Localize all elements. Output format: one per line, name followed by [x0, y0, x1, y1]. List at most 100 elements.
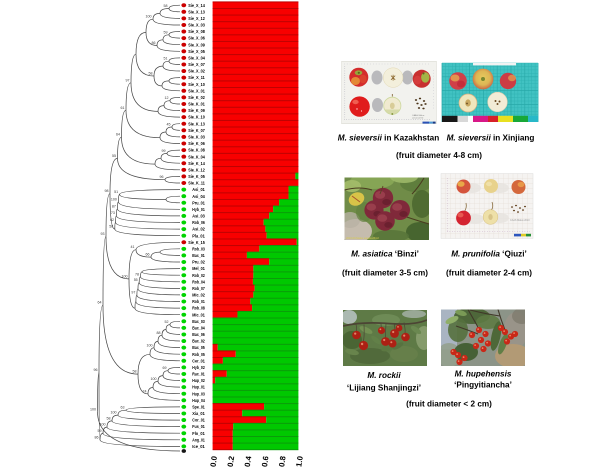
svg-text:Bac_05: Bac_05	[192, 345, 205, 350]
svg-text:Cer_01: Cer_01	[192, 358, 205, 363]
svg-text:Mel_01: Mel_01	[192, 266, 205, 271]
svg-text:Sie_X_08: Sie_X_08	[188, 29, 205, 34]
svg-text:Bac_03: Bac_03	[192, 319, 205, 324]
svg-text:Asi_04: Asi_04	[192, 194, 205, 199]
svg-text:97: 97	[131, 291, 135, 295]
svg-text:Bac_04: Bac_04	[192, 325, 205, 330]
svg-text:Sie_X_03: Sie_X_03	[188, 23, 205, 28]
svg-text:0.8: 0.8	[277, 455, 288, 468]
svg-text:Asi_02: Asi_02	[192, 227, 205, 232]
svg-text:M. sieversii in Xinjiang: M. sieversii in Xinjiang	[447, 134, 535, 143]
svg-text:Sie_K_02: Sie_K_02	[188, 95, 205, 100]
svg-text:74: 74	[143, 389, 147, 393]
svg-text:100: 100	[100, 423, 106, 427]
svg-text:61: 61	[121, 106, 125, 110]
svg-text:87: 87	[112, 204, 116, 208]
svg-text:M. sieversii in Kazakhstan: M. sieversii in Kazakhstan	[338, 134, 440, 143]
svg-text:Bac_06: Bac_06	[192, 332, 205, 337]
svg-text:CAAS Malus 2010: CAAS Malus 2010	[510, 219, 530, 222]
svg-text:Sie_K_09: Sie_K_09	[188, 108, 205, 113]
svg-text:Sie_K_07: Sie_K_07	[188, 128, 205, 133]
svg-text:Pla_01: Pla_01	[192, 233, 205, 238]
svg-text:‘Lijiang Shanjingzi’: ‘Lijiang Shanjingzi’	[347, 384, 421, 393]
svg-text:Hup_02: Hup_02	[192, 378, 205, 383]
svg-text:86: 86	[95, 435, 99, 439]
svg-text:52: 52	[165, 320, 169, 324]
svg-text:0.0: 0.0	[209, 455, 220, 468]
svg-text:Sie_K_03: Sie_K_03	[188, 135, 205, 140]
svg-text:M. hupehensis: M. hupehensis	[455, 370, 512, 379]
svg-text:Pru_01: Pru_01	[192, 200, 205, 205]
svg-text:Rob_07: Rob_07	[192, 286, 205, 291]
svg-text:51: 51	[114, 190, 118, 194]
svg-text:Sie_X_11: Sie_X_11	[188, 75, 205, 80]
svg-text:Sie_K_15: Sie_K_15	[188, 240, 205, 245]
svg-text:sieversii KZ: sieversii KZ	[412, 116, 424, 119]
svg-text:Sie_K_04: Sie_K_04	[188, 154, 205, 159]
svg-text:Bac_01: Bac_01	[192, 253, 205, 258]
svg-text:Sie_K_10: Sie_K_10	[188, 115, 205, 120]
svg-text:55: 55	[134, 278, 138, 282]
svg-text:(fruit diameter 3-5 cm): (fruit diameter 3-5 cm)	[342, 269, 428, 278]
svg-text:Rob_03: Rob_03	[192, 246, 205, 251]
svg-text:78: 78	[135, 272, 139, 276]
svg-text:CAAS Malus: CAAS Malus	[412, 114, 425, 117]
svg-text:Sie_K_14: Sie_K_14	[188, 161, 205, 166]
svg-text:Mic_01: Mic_01	[192, 312, 205, 317]
svg-text:98: 98	[105, 189, 109, 193]
svg-text:Sie_X_09: Sie_X_09	[188, 42, 205, 47]
svg-text:100: 100	[111, 197, 117, 201]
svg-text:51: 51	[164, 57, 168, 61]
svg-text:58: 58	[133, 370, 137, 374]
svg-text:Mic_02: Mic_02	[192, 293, 205, 298]
svg-text:Sie_X_13: Sie_X_13	[188, 9, 205, 14]
svg-text:99: 99	[162, 149, 166, 153]
svg-text:0.4: 0.4	[243, 455, 254, 468]
svg-text:Hup_04: Hup_04	[192, 398, 205, 403]
svg-text:Xia_01: Xia_01	[192, 411, 205, 416]
svg-text:Sie_K_05: Sie_K_05	[188, 174, 205, 179]
svg-text:59: 59	[164, 30, 168, 34]
svg-text:Sie_X_14: Sie_X_14	[188, 3, 205, 8]
svg-text:45: 45	[167, 123, 171, 127]
svg-text:Sie_X_12: Sie_X_12	[188, 16, 205, 21]
svg-text:Rob_02: Rob_02	[192, 273, 205, 278]
svg-text:66: 66	[146, 253, 150, 257]
svg-text:12: 12	[165, 96, 169, 100]
svg-text:Rob_04: Rob_04	[192, 279, 205, 284]
svg-text:0.6: 0.6	[260, 455, 271, 468]
svg-text:96: 96	[94, 368, 98, 372]
svg-text:100: 100	[146, 15, 152, 19]
svg-text:59: 59	[98, 429, 102, 433]
svg-text:Ang_01: Ang_01	[192, 437, 205, 442]
svg-text:Sie_K_11: Sie_K_11	[188, 181, 205, 186]
svg-text:Sie_K_13: Sie_K_13	[188, 121, 205, 126]
svg-text:Asi_01: Asi_01	[192, 187, 205, 192]
svg-text:Sie_K_08: Sie_K_08	[188, 148, 205, 153]
svg-text:Hyb_01: Hyb_01	[192, 207, 205, 212]
svg-text:Sie_K_01: Sie_K_01	[188, 102, 205, 107]
svg-text:Sie_X_10: Sie_X_10	[188, 82, 205, 87]
svg-text:97: 97	[126, 78, 130, 82]
svg-text:96: 96	[160, 175, 164, 179]
svg-text:Sie_X_01: Sie_X_01	[188, 88, 205, 93]
svg-text:M. asiatica ‘Binzi’: M. asiatica ‘Binzi’	[351, 250, 419, 259]
svg-text:58: 58	[107, 416, 111, 420]
svg-text:55: 55	[112, 154, 116, 158]
svg-text:Rob_06: Rob_06	[192, 220, 205, 225]
svg-text:0.2: 0.2	[226, 455, 237, 468]
svg-text:58: 58	[149, 72, 153, 76]
svg-text:Flo_01: Flo_01	[192, 431, 205, 436]
svg-text:93: 93	[101, 232, 105, 236]
svg-text:100: 100	[90, 407, 96, 411]
svg-text:Cor_01: Cor_01	[192, 418, 205, 423]
svg-text:Rob_01: Rob_01	[192, 299, 205, 304]
svg-text:Rob_08: Rob_08	[192, 306, 205, 311]
svg-text:Sie_X_02: Sie_X_02	[188, 69, 205, 74]
svg-text:2010-09 Malus asiatica Binzi: 2010-09 Malus asiatica Binzi	[346, 236, 379, 240]
svg-text:86: 86	[152, 41, 156, 45]
svg-text:100: 100	[147, 343, 153, 347]
svg-text:Hyb_02: Hyb_02	[192, 365, 205, 370]
svg-text:M. prunifolia ‘Qiuzi’: M. prunifolia ‘Qiuzi’	[451, 250, 527, 259]
svg-text:1.0: 1.0	[294, 455, 305, 468]
